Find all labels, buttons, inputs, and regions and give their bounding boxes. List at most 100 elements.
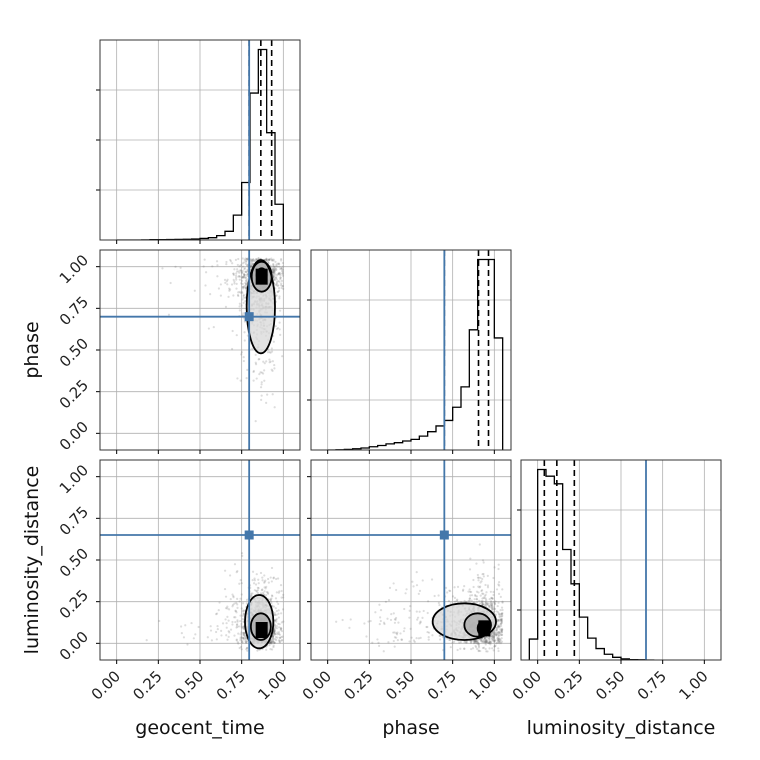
sample-point	[500, 633, 503, 636]
sample-point	[210, 639, 213, 642]
sample-point	[249, 262, 253, 265]
sample-point	[243, 631, 246, 634]
sample-point	[273, 612, 276, 615]
sample-point	[500, 631, 504, 634]
sample-point	[240, 351, 243, 354]
sample-point	[255, 589, 258, 592]
sample-point	[415, 584, 419, 587]
sample-point	[475, 640, 478, 643]
sample-point	[272, 259, 275, 262]
sample-point	[481, 602, 484, 606]
sample-point	[253, 577, 256, 580]
sample-point	[269, 647, 272, 651]
sample-point	[242, 633, 245, 636]
sample-point	[241, 269, 244, 273]
sample-point	[251, 260, 254, 263]
sample-point	[275, 263, 278, 266]
sample-point	[252, 369, 255, 373]
sample-point	[481, 573, 484, 576]
sample-point	[252, 370, 255, 374]
sample-point	[275, 280, 278, 284]
sample-point	[500, 620, 503, 623]
sample-point	[369, 619, 372, 623]
sample-point	[492, 633, 496, 636]
sample-point	[485, 598, 488, 602]
sample-point	[448, 638, 451, 642]
sample-point	[270, 597, 273, 600]
sample-point	[395, 636, 398, 639]
x-tick-label: 0.75	[213, 667, 249, 703]
sample-point	[431, 634, 434, 637]
sample-point	[393, 631, 396, 634]
sample-point	[277, 286, 281, 290]
sample-point	[259, 386, 263, 389]
sample-point	[245, 270, 248, 273]
sample-point	[244, 270, 247, 274]
sample-point	[473, 641, 476, 644]
sample-point	[497, 640, 500, 643]
sample-point	[282, 593, 285, 596]
sample-point	[497, 611, 500, 614]
sample-point	[484, 602, 487, 605]
sample-point	[497, 638, 500, 641]
sample-point	[475, 590, 479, 593]
sample-point	[264, 594, 268, 597]
sample-point	[226, 638, 229, 641]
sample-point	[254, 361, 257, 364]
sample-point	[243, 331, 246, 334]
sample-point	[197, 625, 200, 629]
y-tick-label: 0.75	[56, 503, 92, 539]
sample-point	[233, 634, 236, 637]
sample-point	[485, 603, 488, 606]
sample-point	[492, 635, 495, 638]
sample-point	[224, 607, 228, 610]
sample-point	[254, 353, 257, 356]
sample-point	[492, 606, 495, 609]
sample-point	[225, 280, 228, 283]
sample-point	[169, 281, 172, 285]
sample-point	[239, 633, 242, 636]
sample-point	[250, 593, 253, 597]
sample-point	[481, 640, 484, 643]
sample-point	[235, 287, 238, 290]
sample-point	[497, 634, 501, 637]
sample-point	[449, 602, 452, 605]
sample-point	[473, 598, 476, 601]
x-tick-label: 0.00	[88, 667, 124, 703]
sample-point	[490, 605, 494, 608]
sample-point	[237, 270, 240, 273]
x-tick-label: 0.25	[129, 667, 165, 703]
sample-point	[412, 639, 416, 642]
sample-point	[180, 625, 183, 628]
sample-point	[501, 613, 504, 616]
sample-point	[487, 642, 490, 645]
sample-point	[279, 276, 282, 279]
sample-point	[273, 278, 277, 281]
sample-point	[476, 573, 479, 577]
sample-point	[239, 379, 242, 382]
sample-point	[486, 602, 490, 605]
sample-point	[272, 271, 275, 274]
sample-point	[400, 638, 404, 641]
sample-point	[192, 637, 195, 640]
sample-point	[459, 640, 462, 644]
sample-point	[485, 639, 489, 642]
sample-point	[453, 640, 456, 643]
sample-point	[282, 287, 285, 291]
sample-point	[242, 627, 245, 630]
sample-point	[281, 284, 284, 288]
sample-point	[250, 594, 253, 598]
sample-point	[495, 628, 499, 631]
sample-point	[275, 627, 279, 630]
sample-point	[276, 632, 279, 636]
sample-point	[378, 623, 381, 626]
sample-point	[488, 604, 491, 608]
sample-point	[269, 576, 272, 579]
sample-point	[279, 627, 283, 630]
sample-point	[280, 636, 283, 639]
sample-point	[493, 645, 497, 648]
x-tick-label: 1.00	[254, 667, 290, 703]
sample-point	[246, 263, 249, 267]
sample-point	[253, 579, 256, 582]
sample-point	[265, 591, 269, 594]
